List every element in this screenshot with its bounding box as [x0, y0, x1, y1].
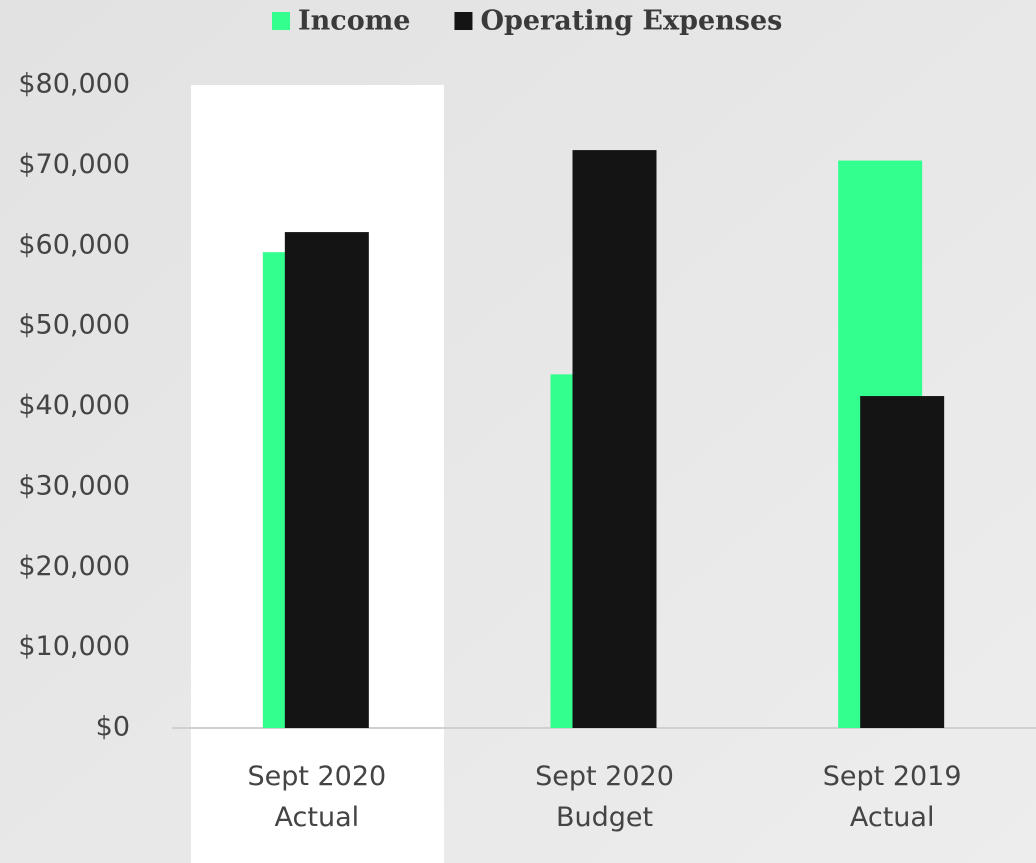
x-tick-line: Sept 2019 [823, 761, 962, 792]
x-tick-line: Actual [275, 802, 360, 833]
y-tick-label: $70,000 [18, 149, 130, 180]
legend-label: Income [298, 6, 410, 37]
y-tick-label: $20,000 [18, 551, 130, 582]
x-tick-line: Actual [850, 802, 935, 833]
legend-swatch [454, 12, 473, 30]
legend-label: Operating Expenses [480, 6, 782, 37]
bar [284, 232, 369, 728]
x-tick-label: Sept 2020 Actual [247, 761, 386, 833]
x-tick-line: Budget [556, 802, 653, 833]
legend-swatch [272, 12, 290, 30]
y-tick-label: $10,000 [18, 631, 130, 662]
y-tick-label: $30,000 [18, 470, 130, 501]
bar [860, 396, 945, 728]
x-tick-label: Sept 2019 Actual [823, 761, 962, 833]
x-tick-label: Sept 2020 Budget [535, 761, 674, 833]
y-tick-label: $80,000 [18, 69, 130, 100]
bar [572, 150, 657, 728]
x-tick-line: Sept 2020 [535, 761, 674, 792]
y-tick-label: $60,000 [18, 229, 130, 260]
x-tick-line: Sept 2020 [247, 761, 386, 792]
y-tick-label: $50,000 [18, 310, 130, 341]
y-tick-label: $0 [96, 712, 130, 743]
y-tick-label: $40,000 [18, 390, 130, 421]
